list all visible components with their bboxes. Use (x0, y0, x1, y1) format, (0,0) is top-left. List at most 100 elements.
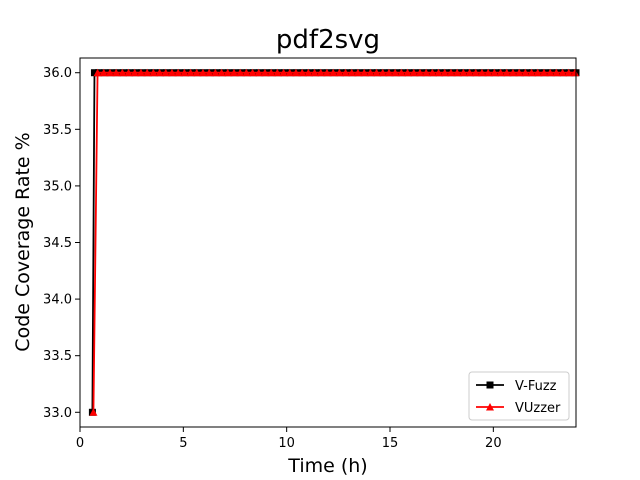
data-point-vuzzer (329, 68, 338, 77)
data-point-vuzzer (205, 68, 214, 77)
data-point-vuzzer (130, 68, 139, 77)
data-point-vuzzer (353, 68, 362, 77)
legend-marker-v-fuzz (486, 381, 494, 389)
data-point-vuzzer (316, 68, 325, 77)
data-point-vuzzer (515, 68, 524, 77)
data-point-vuzzer (105, 68, 114, 77)
data-point-vuzzer (409, 68, 418, 77)
legend-marker-vuzzer (486, 403, 494, 411)
data-point-vuzzer (372, 68, 381, 77)
data-point-vuzzer (341, 68, 350, 77)
data-point-vuzzer (186, 68, 195, 77)
x-tick-label: 15 (382, 436, 399, 451)
data-point-vuzzer (89, 408, 98, 416)
y-tick-label: 34.0 (43, 293, 72, 308)
data-point-vuzzer (453, 68, 462, 77)
data-point-vuzzer (484, 68, 493, 77)
data-point-vuzzer (93, 68, 102, 77)
data-point-vuzzer (428, 68, 437, 77)
data-point-vuzzer (422, 68, 431, 77)
y-tick-label: 35.0 (43, 179, 72, 194)
y-tick-label: 36.0 (43, 66, 72, 81)
data-point-vuzzer (335, 68, 344, 77)
x-tick-label: 20 (485, 436, 502, 451)
data-point-vuzzer (217, 68, 226, 77)
data-point-vuzzer (533, 68, 542, 77)
legend-label-v-fuzz: V-Fuzz (515, 379, 557, 394)
data-point-vuzzer (471, 68, 480, 77)
data-point-vuzzer (397, 68, 406, 77)
data-point-vuzzer (310, 68, 319, 77)
data-point-vuzzer (136, 68, 145, 77)
data-point-vuzzer (149, 68, 158, 77)
data-point-v-fuzz (90, 69, 98, 77)
data-point-vuzzer (143, 68, 152, 77)
data-point-vuzzer (174, 68, 183, 77)
data-point-vuzzer (558, 68, 567, 77)
data-point-vuzzer (366, 68, 375, 77)
data-point-vuzzer (112, 68, 121, 77)
data-point-vuzzer (161, 68, 170, 77)
data-point-vuzzer (267, 68, 276, 77)
data-point-vuzzer (229, 68, 238, 77)
data-point-vuzzer (403, 68, 412, 77)
data-point-vuzzer (118, 68, 127, 77)
data-point-vuzzer (155, 68, 164, 77)
y-axis-label: Code Coverage Rate % (12, 132, 34, 351)
data-point-vuzzer (180, 68, 189, 77)
data-point-vuzzer (167, 68, 176, 77)
data-point-vuzzer (415, 68, 424, 77)
data-point-vuzzer (192, 68, 201, 77)
data-point-vuzzer (477, 68, 486, 77)
data-point-vuzzer (502, 68, 511, 77)
data-point-vuzzer (322, 68, 331, 77)
data-point-vuzzer (465, 68, 474, 77)
data-point-vuzzer (198, 68, 207, 77)
data-point-vuzzer (446, 68, 455, 77)
data-point-vuzzer (304, 68, 313, 77)
legend-box (468, 371, 570, 421)
data-point-vuzzer (508, 68, 517, 77)
data-point-vuzzer (539, 68, 548, 77)
data-point-vuzzer (211, 68, 220, 77)
data-point-vuzzer (564, 68, 573, 77)
data-point-vuzzer (570, 68, 579, 77)
data-point-vuzzer (546, 68, 555, 77)
data-point-vuzzer (384, 68, 393, 77)
legend-label-vuzzer: VUzzer (515, 401, 561, 416)
data-point-vuzzer (391, 68, 400, 77)
data-point-vuzzer (260, 68, 269, 77)
series-vuzzer (89, 68, 579, 416)
data-point-vuzzer (273, 68, 282, 77)
series-layer (88, 68, 580, 416)
data-point-vuzzer (378, 68, 387, 77)
data-point-vuzzer (496, 68, 505, 77)
data-point-vuzzer (440, 68, 449, 77)
x-tick-label: 10 (278, 436, 295, 451)
data-point-vuzzer (527, 68, 536, 77)
data-point-vuzzer (298, 68, 307, 77)
data-point-vuzzer (223, 68, 232, 77)
data-point-vuzzer (459, 68, 468, 77)
legend: V-Fuzz VUzzer (468, 371, 570, 421)
data-point-vuzzer (285, 68, 294, 77)
data-point-vuzzer (99, 68, 108, 77)
y-tick-label: 35.5 (43, 123, 72, 138)
data-point-vuzzer (236, 68, 245, 77)
y-tick-label: 34.5 (43, 236, 72, 251)
data-point-vuzzer (552, 68, 561, 77)
ticks-layer: 0 5 10 15 20 33.0 33.5 34.0 34.5 35.0 35.5 36.0 (43, 66, 502, 451)
data-point-vuzzer (254, 68, 263, 77)
x-tick-label: 0 (76, 436, 84, 451)
y-tick-label: 33.0 (43, 406, 72, 421)
data-point-vuzzer (347, 68, 356, 77)
y-tick-label: 33.5 (43, 349, 72, 364)
x-tick-label: 5 (179, 436, 187, 451)
data-point-vuzzer (242, 68, 251, 77)
data-point-vuzzer (279, 68, 288, 77)
data-point-vuzzer (434, 68, 443, 77)
data-point-vuzzer (360, 68, 369, 77)
chart-title: pdf2svg (276, 25, 380, 55)
data-point-vuzzer (291, 68, 300, 77)
